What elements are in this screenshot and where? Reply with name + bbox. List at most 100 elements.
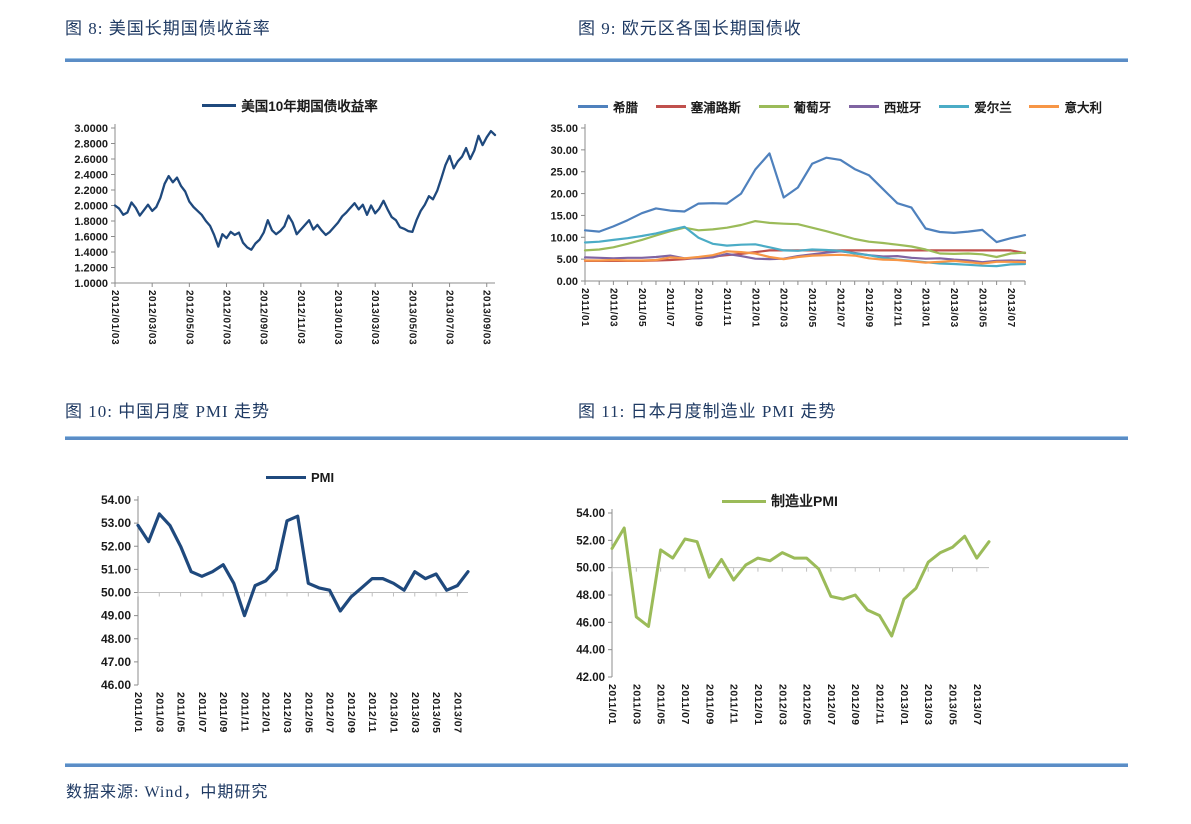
svg-text:2012/05: 2012/05 [302, 692, 314, 733]
svg-text:2013/05/03: 2013/05/03 [406, 290, 417, 345]
figure-10-title: 图 10: 中国月度 PMI 走势 [65, 402, 270, 421]
legend-item: 爱尔兰 [939, 97, 1012, 116]
svg-text:2011/05: 2011/05 [175, 692, 187, 733]
divider-rule-middle [65, 436, 1128, 440]
japan-pmi-line-chart: 54.0052.0050.0048.0046.0044.0042.002011/… [576, 508, 991, 725]
svg-text:2012/09: 2012/09 [345, 692, 357, 733]
svg-text:2.6000: 2.6000 [74, 154, 108, 166]
svg-text:2012/07: 2012/07 [324, 692, 336, 733]
svg-text:47.00: 47.00 [101, 655, 131, 669]
svg-text:2013/07: 2013/07 [1005, 288, 1016, 328]
svg-text:2013/07/03: 2013/07/03 [444, 290, 455, 345]
svg-text:2012/03: 2012/03 [776, 684, 788, 725]
legend-item: 美国10年期国债收益率 [202, 95, 378, 115]
svg-text:2011/01: 2011/01 [606, 684, 618, 725]
us10y-line-chart: 3.0000 2.8000 2.6000 2.4000 2.2000 2.0000 1.80… [74, 123, 497, 345]
svg-text:48.00: 48.00 [576, 590, 605, 602]
svg-text:48.00: 48.00 [101, 632, 131, 646]
svg-text:2.4000: 2.4000 [74, 170, 108, 182]
legend-line-swatch [722, 499, 767, 503]
svg-text:2011/09: 2011/09 [693, 288, 704, 327]
svg-text:2012/03: 2012/03 [281, 692, 293, 733]
us10y-legend: 美国10年期国债收益率 [65, 95, 515, 115]
svg-text:10.00: 10.00 [550, 232, 578, 244]
svg-text:2013/01: 2013/01 [898, 684, 910, 725]
svg-text:53.00: 53.00 [101, 516, 131, 530]
legend-label: 意大利 [1064, 101, 1102, 115]
svg-text:2012/09: 2012/09 [863, 288, 874, 328]
svg-text:2013/01/03: 2013/01/03 [332, 290, 343, 345]
legend-line-swatch [848, 105, 879, 108]
svg-text:2011/11: 2011/11 [728, 684, 740, 724]
legend-line-swatch [1029, 105, 1060, 108]
data-source-note: 数据来源: Wind，中期研究 [66, 784, 269, 801]
legend-label: 制造业PMI [771, 493, 838, 509]
china-pmi-legend: PMI [65, 470, 535, 485]
svg-text:20.00: 20.00 [550, 189, 578, 201]
svg-text:2.8000: 2.8000 [74, 139, 108, 151]
japan-pmi-legend: 制造业PMI [545, 491, 1015, 511]
svg-text:2012/09: 2012/09 [849, 684, 861, 725]
svg-text:2012/01: 2012/01 [749, 288, 760, 328]
svg-text:2011/07: 2011/07 [196, 692, 208, 733]
euro-bonds-legend: 希腊 塞浦路斯 葡萄牙 西班牙 爱尔兰 意大利 [578, 97, 1102, 116]
legend-label: 希腊 [613, 101, 639, 115]
svg-text:2011/03: 2011/03 [607, 288, 618, 327]
svg-text:2012/11: 2012/11 [874, 684, 886, 725]
svg-text:2012/11: 2012/11 [366, 692, 378, 733]
svg-text:2011/01: 2011/01 [579, 288, 590, 327]
figure-9-title: 图 9: 欧元区各国长期国债收 [578, 19, 802, 38]
legend-item: 意大利 [1029, 97, 1102, 116]
svg-text:2012/01: 2012/01 [752, 684, 764, 725]
legend-item: 希腊 [578, 97, 638, 116]
svg-text:2011/07: 2011/07 [679, 684, 691, 725]
svg-text:2012/11/03: 2012/11/03 [295, 290, 306, 345]
svg-text:2013/01: 2013/01 [387, 692, 399, 733]
svg-text:2012/01: 2012/01 [260, 692, 272, 733]
svg-text:2013/05: 2013/05 [976, 288, 987, 328]
svg-text:2.0000: 2.0000 [74, 201, 108, 213]
svg-text:46.00: 46.00 [576, 617, 605, 629]
svg-text:2013/07: 2013/07 [971, 684, 983, 725]
svg-text:2013/09/03: 2013/09/03 [481, 290, 492, 345]
svg-text:2013/01: 2013/01 [920, 288, 931, 328]
svg-text:35.00: 35.00 [550, 123, 578, 135]
svg-text:2.2000: 2.2000 [74, 185, 108, 197]
legend-label: 葡萄牙 [793, 101, 832, 115]
svg-text:51.00: 51.00 [101, 562, 131, 576]
legend-item: 葡萄牙 [758, 97, 832, 116]
legend-line-swatch [655, 105, 686, 108]
svg-text:52.00: 52.00 [101, 539, 131, 553]
svg-text:2013/03/03: 2013/03/03 [369, 290, 380, 345]
legend-label: PMI [310, 470, 335, 485]
legend-line-swatch [939, 105, 970, 108]
svg-text:2013/05: 2013/05 [947, 684, 959, 725]
svg-text:2012/03: 2012/03 [778, 288, 789, 328]
legend-item: 塞浦路斯 [655, 97, 741, 116]
svg-text:2013/03: 2013/03 [409, 692, 421, 733]
euro-bonds-line-chart: 35.0030.0025.0020.0015.0010.005.000.0020… [550, 123, 1027, 328]
svg-text:2012/05: 2012/05 [801, 684, 813, 725]
figure-11-title: 图 11: 日本月度制造业 PMI 走势 [578, 402, 837, 421]
divider-rule-bottom [65, 763, 1128, 767]
legend-item: 制造业PMI [722, 491, 838, 511]
svg-text:2011/03: 2011/03 [153, 692, 165, 733]
svg-text:2011/09: 2011/09 [217, 692, 229, 733]
legend-line-swatch [578, 105, 608, 108]
svg-text:2012/09/03: 2012/09/03 [258, 290, 269, 345]
svg-text:2011/05: 2011/05 [655, 684, 667, 725]
legend-line-swatch [202, 103, 237, 107]
legend-label: 爱尔兰 [974, 101, 1012, 115]
svg-text:2011/11: 2011/11 [238, 692, 250, 732]
svg-text:15.00: 15.00 [550, 210, 578, 222]
svg-text:2012/07/03: 2012/07/03 [221, 290, 232, 345]
svg-text:2012/07: 2012/07 [834, 288, 845, 328]
svg-text:52.00: 52.00 [576, 535, 605, 547]
svg-text:2011/09: 2011/09 [703, 684, 715, 725]
svg-text:1.4000: 1.4000 [74, 247, 108, 259]
svg-text:50.00: 50.00 [101, 586, 131, 600]
svg-text:2013/07: 2013/07 [451, 692, 463, 733]
svg-text:44.00: 44.00 [576, 645, 605, 657]
svg-text:0.00: 0.00 [557, 276, 578, 288]
